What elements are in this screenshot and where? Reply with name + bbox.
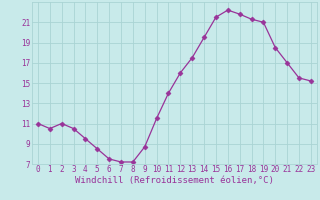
X-axis label: Windchill (Refroidissement éolien,°C): Windchill (Refroidissement éolien,°C) [75, 176, 274, 185]
